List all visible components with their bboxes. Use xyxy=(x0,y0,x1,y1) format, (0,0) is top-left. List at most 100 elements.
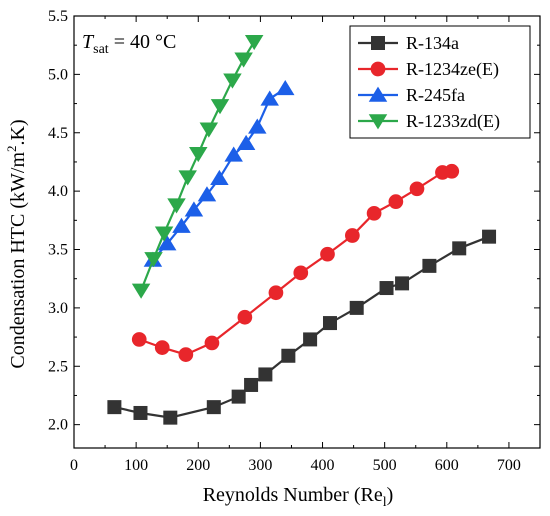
axis-ticks: 0 100 200 300 400 500 600 700 2.0 2.5 3.0 3.5 4.0 4.5… xyxy=(48,8,540,474)
series-line xyxy=(138,170,452,356)
series-1 xyxy=(131,163,460,362)
data-point xyxy=(210,169,229,186)
data-point xyxy=(107,400,122,415)
data-point xyxy=(276,79,295,96)
x-tick-label: 400 xyxy=(311,457,335,474)
data-point xyxy=(178,170,197,186)
data-point xyxy=(223,73,242,89)
data-point xyxy=(184,201,204,217)
data-point xyxy=(303,332,318,347)
x-axis-label-close: ) xyxy=(387,484,394,506)
x-axis-label: Reynolds Number (Rel) xyxy=(203,484,394,510)
data-point xyxy=(197,186,217,202)
data-point xyxy=(349,300,364,315)
tsat-suffix: = 40 °C xyxy=(109,31,177,53)
y-axis-label-sup: 2 xyxy=(4,145,19,152)
legend-label: R-134a xyxy=(406,33,459,53)
series-2 xyxy=(143,79,295,267)
legend-marker xyxy=(368,114,388,130)
annotation: Tsat = 40 °C xyxy=(82,31,176,57)
legend-marker xyxy=(371,36,385,50)
data-point xyxy=(154,226,174,242)
data-point xyxy=(444,163,460,179)
tsat-annotation: Tsat = 40 °C xyxy=(82,31,176,57)
data-point xyxy=(206,400,221,415)
y-tick-label: 2.0 xyxy=(48,417,68,434)
y-axis-label-close: .K) xyxy=(7,119,29,145)
x-tick-label: 700 xyxy=(497,457,521,474)
y-tick-label: 3.0 xyxy=(48,300,68,317)
data-point xyxy=(131,283,151,299)
x-axis-label-sub: l xyxy=(383,495,387,510)
legend-label: R-245fa xyxy=(406,85,465,105)
data-point xyxy=(131,332,147,347)
data-point xyxy=(258,367,273,382)
data-point xyxy=(281,348,296,363)
legend-label: R-1233zd(E) xyxy=(406,111,500,132)
x-tick-label: 300 xyxy=(248,457,272,474)
x-tick-label: 600 xyxy=(435,457,459,474)
data-point xyxy=(268,285,284,301)
data-point xyxy=(320,246,335,262)
legend-marker xyxy=(370,61,386,77)
data-point xyxy=(244,377,259,392)
data-point xyxy=(293,265,309,281)
data-point xyxy=(409,181,425,197)
x-axis-label-main: Reynolds Number (Re xyxy=(203,484,383,506)
y-tick-label: 5.0 xyxy=(48,66,68,83)
data-point xyxy=(388,194,404,209)
data-point xyxy=(395,276,410,291)
y-tick-label: 2.5 xyxy=(48,358,68,375)
legend: R-134a R-1234ze(E) R-245fa R-1233zd(E) xyxy=(349,25,531,139)
data-point xyxy=(199,122,219,138)
legend-label: R-1234ze(E) xyxy=(406,59,499,80)
data-point xyxy=(157,235,177,251)
y-tick-label: 4.5 xyxy=(48,125,68,142)
series-3 xyxy=(131,34,264,299)
data-point xyxy=(172,217,191,233)
data-point xyxy=(167,198,186,214)
data-point xyxy=(244,34,264,51)
tsat-prefix: T xyxy=(82,31,95,53)
data-point xyxy=(224,146,243,162)
data-point xyxy=(178,347,194,362)
data-point xyxy=(345,228,360,243)
series-line xyxy=(114,235,490,419)
data-point xyxy=(189,147,208,163)
data-point xyxy=(452,241,467,256)
plot-frame xyxy=(73,15,541,449)
x-tick-label: 200 xyxy=(186,457,210,474)
data-point xyxy=(237,309,253,325)
data-point xyxy=(236,134,256,150)
data-point xyxy=(231,389,246,404)
data-point xyxy=(163,410,178,425)
plot-frame-rect xyxy=(73,15,541,449)
data-point xyxy=(366,205,382,221)
data-point xyxy=(322,316,337,331)
data-point xyxy=(154,340,170,355)
tsat-subscript: sat xyxy=(93,42,109,57)
x-tick-label: 100 xyxy=(124,457,148,474)
y-tick-label: 3.5 xyxy=(48,242,68,259)
x-tick-label: 500 xyxy=(373,457,397,474)
data-point xyxy=(210,99,230,115)
data-point xyxy=(133,405,148,420)
series-group xyxy=(107,34,497,425)
series-0 xyxy=(107,229,497,425)
data-point xyxy=(482,229,497,244)
legend-marker xyxy=(368,86,388,102)
data-point xyxy=(234,52,253,68)
data-point xyxy=(144,252,163,268)
data-point xyxy=(248,118,267,134)
y-axis-label: Condensation HTC (kW/m2.K) xyxy=(4,119,29,368)
x-tick-label: 0 xyxy=(70,457,78,474)
y-tick-label: 4.0 xyxy=(48,183,68,200)
data-point xyxy=(260,90,279,106)
data-point xyxy=(422,258,437,273)
y-axis-label-main: Condensation HTC (kW/m xyxy=(7,152,29,369)
data-point xyxy=(204,335,220,351)
y-tick-label: 5.5 xyxy=(48,8,68,25)
data-point xyxy=(379,281,394,296)
